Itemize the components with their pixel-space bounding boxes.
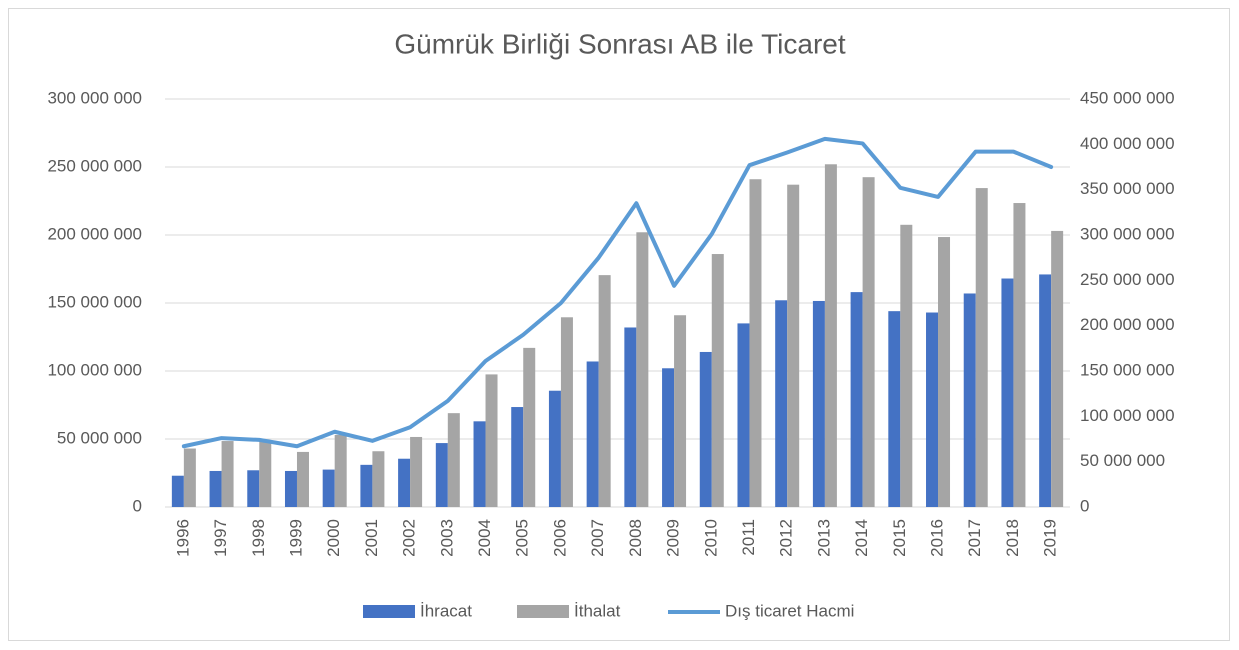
bar <box>334 434 347 507</box>
bar <box>511 407 524 507</box>
bar <box>410 436 423 507</box>
y-tick-label: 200 000 000 <box>47 224 142 243</box>
x-tick-label: 2017 <box>965 519 984 557</box>
x-tick-label: 2007 <box>588 519 607 557</box>
x-tick-label: 2002 <box>400 519 419 557</box>
x-tick-label: 2018 <box>1003 519 1022 557</box>
bar <box>435 443 448 507</box>
y-tick-label: 250 000 000 <box>47 156 142 175</box>
bar <box>560 317 573 507</box>
bar <box>485 374 498 507</box>
y-tick-label: 50 000 000 <box>57 428 142 447</box>
legend-swatch <box>517 605 569 618</box>
bar <box>862 177 875 507</box>
bar <box>711 254 724 507</box>
bar <box>447 413 460 507</box>
bar <box>624 327 637 507</box>
bar <box>360 464 373 507</box>
y-tick-label: 450 000 000 <box>1080 88 1175 107</box>
chart-title: Gümrük Birliği Sonrası AB ile Ticaret <box>394 28 845 59</box>
y-tick-label: 250 000 000 <box>1080 270 1175 289</box>
x-tick-label: 2015 <box>890 519 909 557</box>
chart-frame <box>8 8 1230 641</box>
x-tick-label: 2006 <box>550 519 569 557</box>
y-tick-label: 150 000 000 <box>1080 360 1175 379</box>
y-tick-label: 100 000 000 <box>1080 406 1175 425</box>
x-tick-label: 2000 <box>324 519 343 557</box>
x-tick-label: 2005 <box>513 519 532 557</box>
legend-label: Dış ticaret Hacmi <box>725 601 854 620</box>
bar <box>749 179 762 508</box>
bar <box>850 292 863 507</box>
bar <box>1051 230 1064 508</box>
legend-label: İhracat <box>420 601 472 620</box>
x-tick-label: 1997 <box>211 519 230 557</box>
bar <box>636 232 649 507</box>
bar <box>963 293 976 507</box>
x-tick-label: 2010 <box>701 519 720 557</box>
bar <box>259 441 272 507</box>
x-tick-label: 2003 <box>437 519 456 557</box>
x-tick-label: 1996 <box>173 519 192 557</box>
bar <box>473 421 486 507</box>
x-tick-label: 1999 <box>286 519 305 557</box>
bar <box>523 347 536 507</box>
bar <box>548 390 561 507</box>
bar <box>221 441 234 507</box>
bar <box>209 470 222 507</box>
y-tick-label: 400 000 000 <box>1080 134 1175 153</box>
bar <box>662 368 675 507</box>
legend: İhracat İthalat Dış ticaret Hacmi <box>363 601 854 620</box>
x-tick-label: 2016 <box>928 519 947 557</box>
x-tick-label: 2008 <box>626 519 645 557</box>
bar <box>938 237 951 508</box>
bar <box>171 475 184 507</box>
bar <box>284 470 297 507</box>
x-tick-label: 2001 <box>362 519 381 557</box>
y-tick-label: 50 000 000 <box>1080 451 1165 470</box>
bar <box>1013 203 1026 508</box>
x-tick-label: 2009 <box>664 519 683 557</box>
bar <box>398 458 411 507</box>
bar <box>975 188 988 507</box>
bar <box>598 275 611 507</box>
bar <box>737 323 750 507</box>
bar <box>888 311 901 507</box>
bar <box>900 224 913 508</box>
bar <box>372 451 385 507</box>
bar <box>812 300 825 507</box>
x-tick-label: 2019 <box>1041 519 1060 557</box>
y-tick-label: 200 000 000 <box>1080 315 1175 334</box>
bar <box>1001 278 1014 507</box>
bar <box>322 469 335 507</box>
y-tick-label: 300 000 000 <box>1080 224 1175 243</box>
y-tick-label: 300 000 000 <box>47 88 142 107</box>
bar <box>183 448 196 507</box>
x-tick-label: 2004 <box>475 519 494 557</box>
line <box>181 136 1054 449</box>
bar <box>775 300 788 507</box>
y-tick-label: 350 000 000 <box>1080 179 1175 198</box>
bar <box>247 470 260 507</box>
bar <box>926 312 939 507</box>
bar <box>824 164 837 507</box>
legend-swatch <box>363 605 415 618</box>
bar <box>1039 274 1052 507</box>
x-tick-label: 2013 <box>814 519 833 557</box>
y-tick-label: 0 <box>1080 496 1089 515</box>
bar <box>296 451 309 507</box>
bar <box>586 361 599 507</box>
x-tick-label: 1998 <box>249 519 268 557</box>
y-tick-label: 0 <box>133 496 142 515</box>
bar <box>699 351 712 507</box>
bar <box>674 315 687 507</box>
x-tick-label: 2014 <box>852 519 871 557</box>
legend-label: İthalat <box>574 601 621 620</box>
y-tick-label: 150 000 000 <box>47 292 142 311</box>
bar <box>787 184 800 507</box>
x-tick-label: 2012 <box>777 519 796 557</box>
x-tick-label: 2011 <box>739 519 758 556</box>
y-tick-label: 100 000 000 <box>47 360 142 379</box>
